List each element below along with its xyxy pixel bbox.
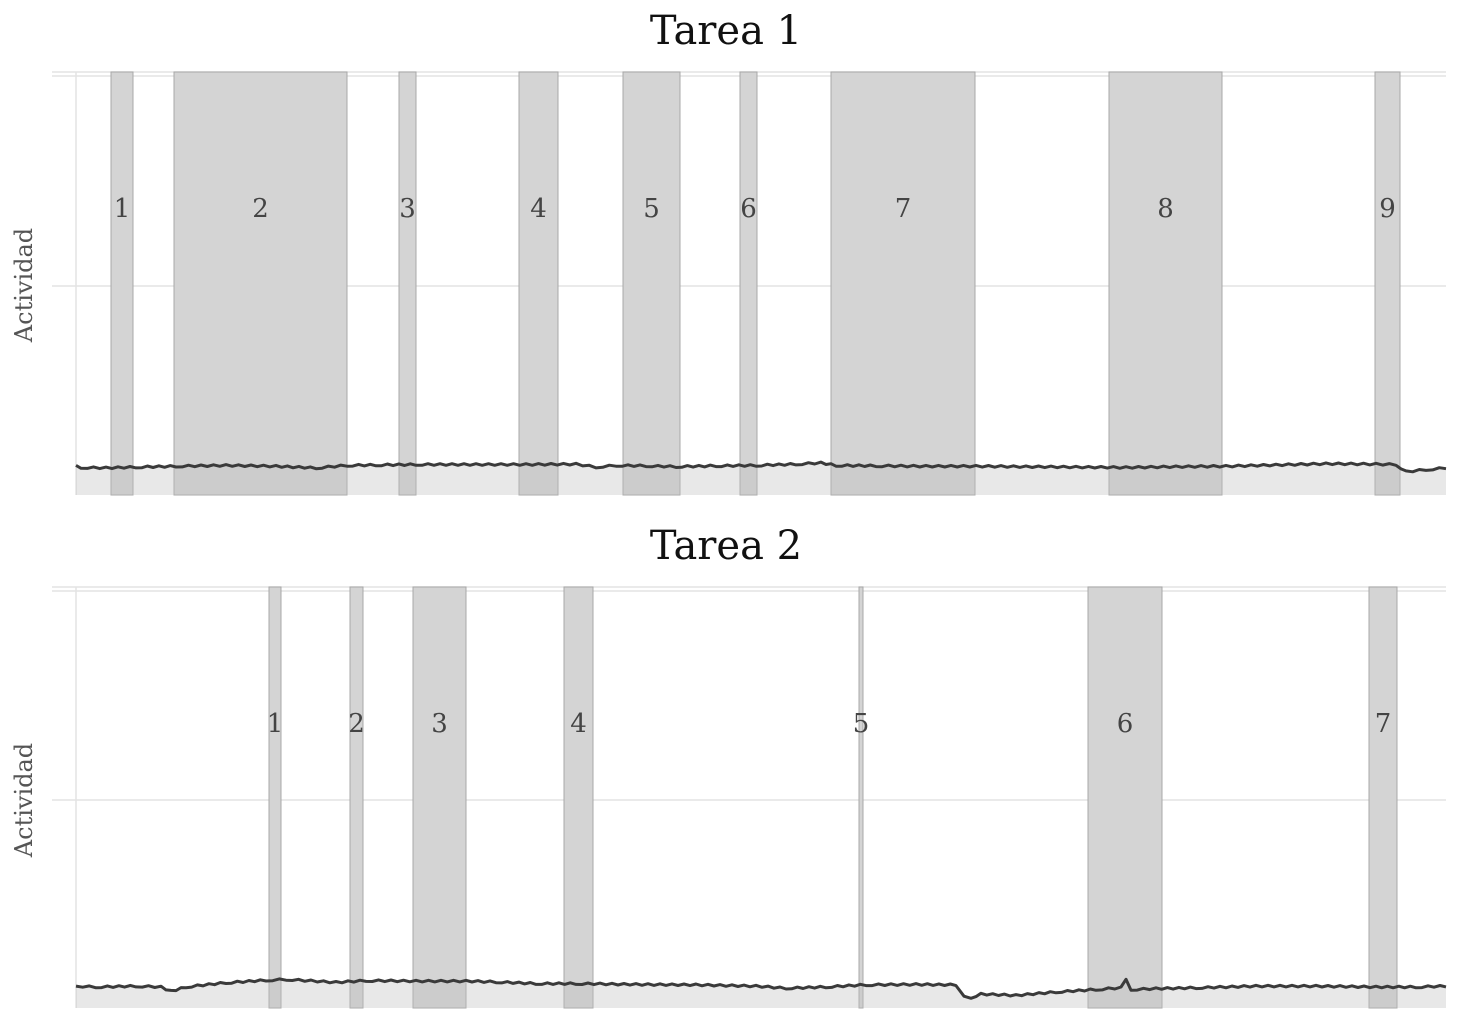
segment-label: 1 bbox=[114, 194, 131, 224]
segment-label: 2 bbox=[252, 194, 269, 224]
chart-title: Tarea 2 bbox=[650, 523, 802, 569]
activity-area bbox=[76, 978, 1446, 1008]
segment-band-6 bbox=[739, 71, 758, 496]
segment-band-1 bbox=[268, 586, 282, 1009]
segment-band-9 bbox=[1374, 71, 1401, 496]
segment-label: 3 bbox=[399, 194, 416, 224]
segment-band-7 bbox=[1368, 586, 1398, 1009]
segment-band-8 bbox=[1108, 71, 1223, 496]
segment-label: 5 bbox=[853, 709, 870, 739]
segment-label: 4 bbox=[530, 194, 547, 224]
segment-label: 3 bbox=[431, 709, 448, 739]
segment-label: 2 bbox=[348, 709, 365, 739]
segment-band-1 bbox=[110, 71, 134, 496]
segment-band-2 bbox=[173, 71, 348, 496]
chart-panel-tarea-2: 1 2 3 4 5 6 7 Tarea 2 Actividad bbox=[10, 523, 1447, 1009]
segment-label: 6 bbox=[1117, 709, 1134, 739]
chart-panel-tarea-1: 1 2 3 4 5 6 7 8 9 Tarea 1 Actividad bbox=[10, 8, 1447, 496]
segment-band-6 bbox=[1087, 586, 1163, 1009]
activity-trace bbox=[75, 460, 1447, 474]
chart-title: Tarea 1 bbox=[650, 8, 802, 54]
y-axis-label: Actividad bbox=[10, 228, 38, 343]
segment-label: 4 bbox=[570, 709, 587, 739]
segment-band-4 bbox=[563, 586, 594, 1009]
y-axis-label: Actividad bbox=[10, 743, 38, 858]
segment-label: 7 bbox=[895, 194, 912, 224]
segment-label: 5 bbox=[643, 194, 660, 224]
segment-band-5 bbox=[622, 71, 681, 496]
segment-band-7 bbox=[830, 71, 976, 496]
segment-label: 6 bbox=[740, 194, 757, 224]
segment-band-2 bbox=[349, 586, 364, 1009]
segment-label: 7 bbox=[1375, 709, 1392, 739]
activity-trace bbox=[75, 977, 1447, 1000]
segment-label: 9 bbox=[1379, 194, 1396, 224]
activity-area bbox=[76, 462, 1446, 495]
segment-label: 1 bbox=[267, 709, 284, 739]
segment-label: 8 bbox=[1157, 194, 1174, 224]
segment-band-3 bbox=[412, 586, 467, 1009]
segment-band-4 bbox=[518, 71, 559, 496]
segment-band-3 bbox=[398, 71, 417, 496]
segment-band-5 bbox=[858, 586, 864, 1009]
